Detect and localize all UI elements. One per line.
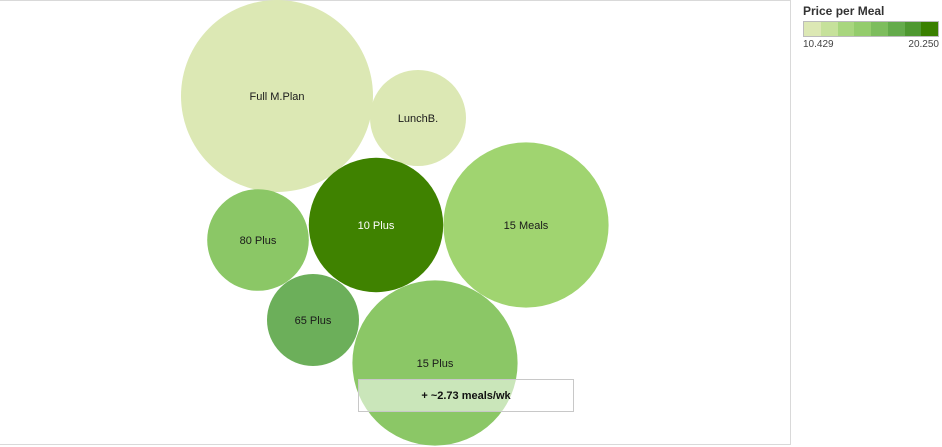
legend-swatch bbox=[820, 22, 838, 36]
bubble-label: 80 Plus bbox=[240, 235, 277, 247]
plot-area bbox=[0, 0, 791, 445]
legend-swatch bbox=[887, 22, 905, 36]
bubble-label: 65 Plus bbox=[295, 315, 332, 327]
hover-tooltip: + ~2.73 meals/wk bbox=[358, 379, 574, 412]
bubble-80-plus[interactable] bbox=[207, 189, 309, 291]
bubble-label: 15 Plus bbox=[417, 358, 454, 370]
legend-min-label: 10.429 bbox=[803, 39, 834, 50]
bubble-10-plus[interactable] bbox=[308, 157, 444, 293]
legend-swatch bbox=[804, 22, 821, 36]
legend-swatch bbox=[904, 22, 922, 36]
legend-swatch bbox=[921, 22, 938, 36]
bubble-chart: Full M.Plan LunchB. 10 Plus 15 Meals 80 Plus… bbox=[181, 0, 609, 446]
legend-color-scale bbox=[803, 21, 939, 37]
legend-swatch bbox=[854, 22, 871, 36]
bubble-label: LunchB. bbox=[398, 113, 438, 125]
legend-swatch bbox=[871, 22, 888, 36]
color-legend: Price per Meal 10.429 20.250 bbox=[803, 4, 939, 50]
legend-range: 10.429 20.250 bbox=[803, 39, 939, 50]
bubble-lunchb-[interactable] bbox=[370, 70, 466, 166]
bubble-65-plus[interactable] bbox=[267, 274, 359, 366]
legend-title: Price per Meal bbox=[803, 4, 885, 18]
bubble-15-meals[interactable] bbox=[443, 142, 609, 308]
legend-max-label: 20.250 bbox=[908, 39, 939, 50]
bubble-label: 15 Meals bbox=[504, 220, 549, 232]
bubble-full-m-plan[interactable] bbox=[181, 0, 373, 192]
legend-swatch bbox=[837, 22, 855, 36]
tooltip-text: + ~2.73 meals/wk bbox=[421, 389, 511, 402]
bubble-label: 10 Plus bbox=[358, 220, 395, 232]
bubble-label: Full M.Plan bbox=[249, 91, 304, 103]
